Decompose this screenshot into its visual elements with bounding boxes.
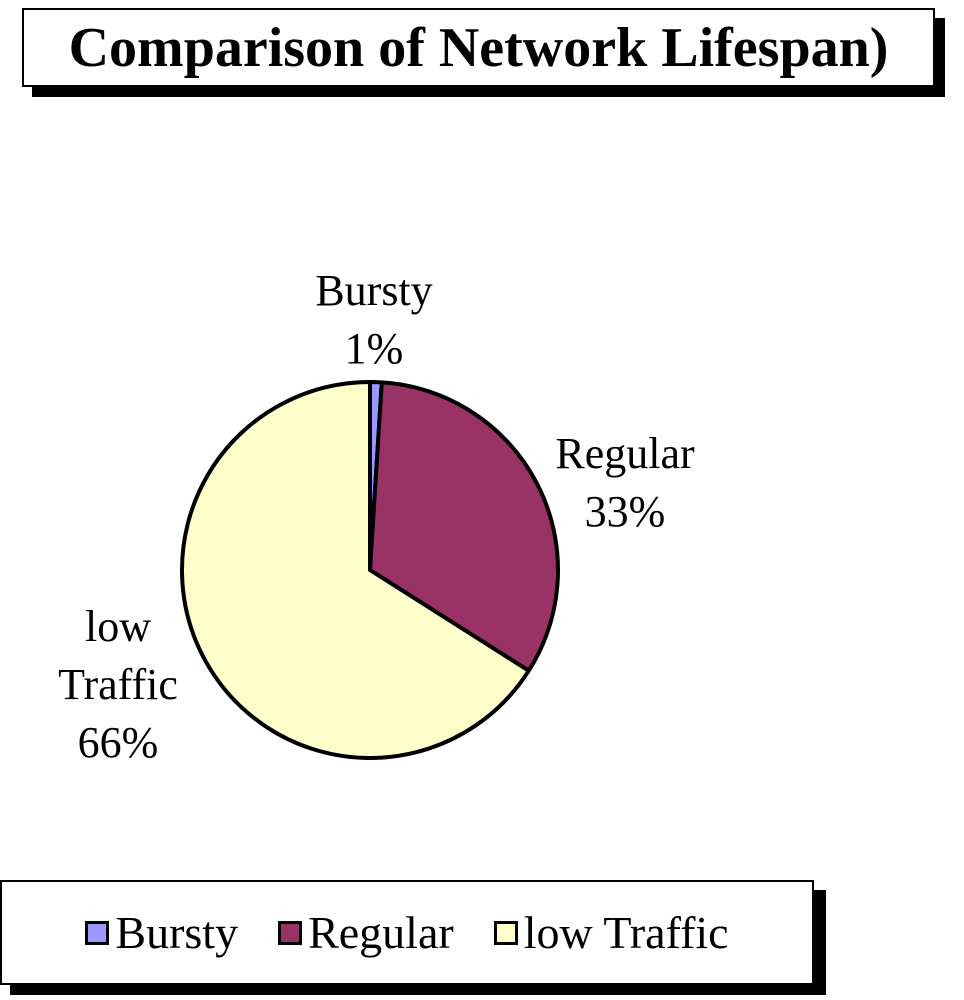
slice-label: low Traffic 66%	[43, 598, 193, 772]
slice-label-name: low Traffic	[58, 602, 178, 709]
slice-label-value: 1%	[344, 324, 404, 373]
legend-item: Bursty	[85, 906, 238, 959]
slice-label-value: 33%	[584, 487, 666, 536]
slice-label-name: Bursty	[315, 266, 433, 315]
legend-label: Regular	[308, 907, 454, 958]
legend-item: Regular	[278, 906, 454, 959]
slice-label-name: Regular	[555, 429, 695, 478]
legend-swatch	[85, 920, 110, 945]
legend-label: low Traffic	[523, 907, 729, 958]
legend-swatch	[278, 920, 303, 945]
legend-item: low Traffic	[493, 906, 729, 959]
pie-slice	[180, 380, 531, 760]
chart-title: Comparison of Network Lifespan)	[22, 8, 935, 87]
slice-label-value: 66%	[77, 718, 159, 767]
slice-label: Regular 33%	[495, 425, 755, 541]
legend-swatch	[493, 920, 518, 945]
slice-label: Bursty 1%	[244, 262, 504, 378]
legend-label: Bursty	[115, 907, 239, 958]
legend: Bursty Regular low Traffic	[0, 880, 814, 985]
